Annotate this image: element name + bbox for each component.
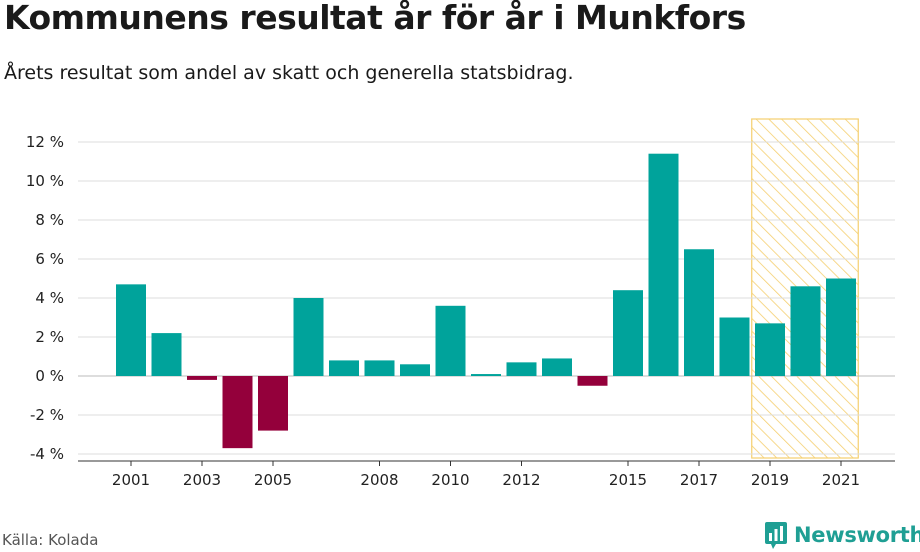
chart-subtitle: Årets resultat som andel av skatt och ge… — [4, 62, 574, 84]
bar — [542, 358, 572, 376]
y-tick-label: 10 % — [26, 172, 64, 190]
y-tick-label: 0 % — [35, 367, 64, 385]
y-tick-label: 4 % — [35, 289, 64, 307]
bar — [151, 333, 182, 376]
x-tick-label: 2019 — [751, 471, 789, 489]
y-tick-label: -4 % — [30, 445, 64, 463]
bar — [400, 364, 430, 376]
x-tick-label: 2010 — [431, 471, 469, 489]
x-tick-label: 2015 — [609, 471, 647, 489]
bar — [790, 286, 821, 376]
newsworthy-logo-icon — [765, 522, 787, 549]
bar — [613, 290, 643, 376]
bar — [222, 376, 253, 449]
bar — [755, 323, 785, 376]
bar — [258, 376, 288, 431]
y-tick-label: -2 % — [30, 406, 64, 424]
y-tick-label: 12 % — [26, 133, 64, 151]
x-tick-label: 2001 — [112, 471, 150, 489]
bar — [293, 298, 324, 376]
newsworthy-logo-text: Newsworthy — [794, 523, 920, 547]
chart-title: Kommunens resultat år för år i Munkfors — [4, 0, 746, 37]
newsworthy-logo: Newsworthy — [764, 520, 920, 550]
bar — [435, 305, 466, 376]
x-tick-label: 2012 — [502, 471, 540, 489]
bar — [506, 362, 537, 376]
x-tick-label: 2008 — [360, 471, 398, 489]
bar — [826, 278, 856, 376]
bar — [364, 360, 395, 376]
bar — [577, 376, 608, 386]
y-tick-label: 8 % — [35, 211, 64, 229]
source-note: Källa: Kolada — [2, 531, 99, 549]
bar — [187, 376, 217, 380]
bar — [116, 284, 146, 376]
bar — [329, 360, 359, 376]
bar — [719, 317, 750, 376]
y-tick-label: 2 % — [35, 328, 64, 346]
x-tick-label: 2021 — [822, 471, 860, 489]
x-tick-label: 2003 — [183, 471, 221, 489]
y-tick-label: 6 % — [35, 250, 64, 268]
bar — [471, 374, 501, 376]
x-tick-label: 2017 — [680, 471, 718, 489]
bar — [684, 249, 714, 376]
x-tick-label: 2005 — [254, 471, 292, 489]
bar — [648, 153, 679, 376]
